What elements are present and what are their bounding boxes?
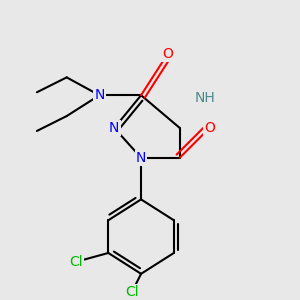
Text: N: N: [94, 88, 105, 102]
Text: Cl: Cl: [69, 255, 82, 269]
Text: O: O: [204, 121, 215, 135]
Text: NH: NH: [195, 91, 215, 105]
Text: Cl: Cl: [125, 285, 139, 299]
Text: N: N: [109, 121, 119, 135]
Text: N: N: [136, 151, 146, 165]
Text: O: O: [162, 46, 173, 61]
